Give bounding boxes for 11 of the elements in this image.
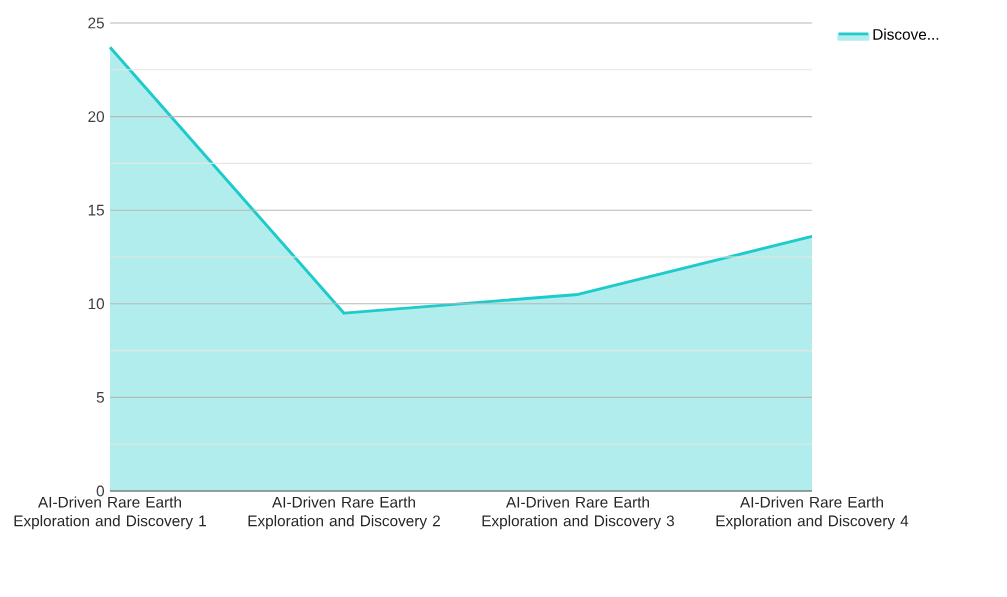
y-tick-label: 15 [88,204,104,216]
x-tick-label: AI-Driven Rare Earth Exploration and Discovery 3 [482,496,674,530]
y-tick-label: 5 [96,392,104,403]
y-tick-label: 0 [96,485,105,497]
y-tick-label: 25 [88,17,104,29]
x-tick-label: AI-Driven Rare Earth Exploration and Discovery 4 [716,496,909,530]
legend-label: Discove... [873,28,939,40]
y-tick-label: 20 [88,111,105,123]
y-tick-label: 10 [88,298,105,310]
x-tick-label: AI-Driven Rare Earth Exploration and Discovery 1 [14,496,206,530]
x-tick-label: AI-Driven Rare Earth Exploration and Discovery 2 [248,496,440,530]
